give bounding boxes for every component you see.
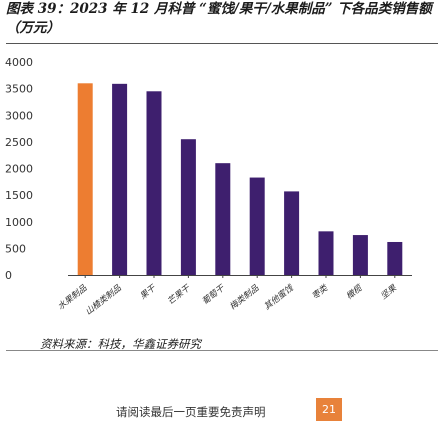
y-tick-label: 1000 — [5, 216, 33, 229]
bar — [249, 177, 265, 275]
bar — [112, 83, 128, 275]
x-tick-label: 枣类 — [310, 282, 331, 302]
bar — [215, 163, 231, 275]
bar — [146, 91, 162, 275]
y-tick-label: 1500 — [5, 189, 33, 202]
y-tick-label: 4000 — [5, 56, 33, 69]
x-tick-label: 梅类制品 — [227, 282, 261, 312]
figure-source: 资料来源：科技，华鑫证券研究 — [40, 337, 201, 351]
y-tick-label: 3000 — [5, 109, 33, 122]
y-tick-label: 2000 — [5, 163, 33, 176]
y-tick-label: 0 — [5, 269, 12, 282]
bar — [387, 241, 403, 275]
x-tick-label: 葡萄干 — [200, 282, 228, 307]
bar-chart: 0 500 1000 1500 2000 2500 3000 3500 4000 水果制品山楂类制… — [5, 56, 412, 318]
x-tick-label: 芒果干 — [165, 282, 193, 307]
title-rule — [6, 43, 438, 44]
y-tick-label: 500 — [5, 242, 26, 255]
bar — [352, 235, 368, 275]
disclaimer-text: 请阅读最后一页重要免责声明 — [116, 405, 266, 419]
bar — [180, 139, 196, 275]
figure-title: 图表 39：2023 年 12 月科普 “蜜饯/果干/水果制品” 下各品类销售额… — [6, 1, 432, 36]
y-tick-label: 2500 — [5, 136, 33, 149]
bar — [77, 83, 93, 275]
x-tick-label: 橄榄 — [344, 282, 365, 302]
x-tick-label: 水果制品 — [55, 282, 89, 312]
bar — [284, 191, 300, 275]
page-number: 21 — [316, 398, 342, 421]
x-tick-label: 坚果 — [379, 283, 399, 302]
x-tick-label: 山楂类制品 — [83, 282, 124, 317]
bar — [318, 231, 334, 275]
x-tick-label: 果干 — [138, 283, 159, 302]
y-tick-label: 3500 — [5, 83, 33, 96]
x-tick-label: 其他蜜饯 — [262, 282, 297, 313]
source-rule — [6, 350, 438, 351]
